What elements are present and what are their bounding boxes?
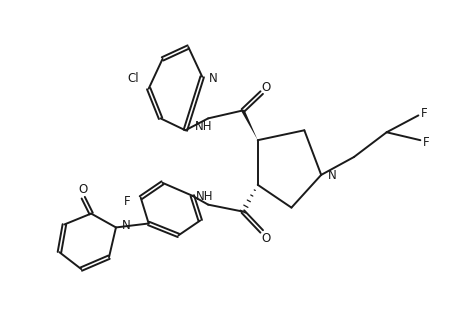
- Text: O: O: [79, 183, 88, 196]
- Text: NH: NH: [195, 190, 213, 203]
- Text: O: O: [261, 232, 270, 245]
- Polygon shape: [242, 110, 258, 140]
- Text: F: F: [124, 195, 131, 208]
- Text: N: N: [122, 219, 131, 232]
- Text: F: F: [423, 136, 429, 149]
- Text: N: N: [328, 170, 337, 182]
- Text: N: N: [209, 72, 218, 85]
- Text: NH: NH: [194, 120, 212, 133]
- Text: F: F: [421, 107, 428, 120]
- Text: Cl: Cl: [127, 72, 139, 85]
- Text: O: O: [261, 81, 270, 94]
